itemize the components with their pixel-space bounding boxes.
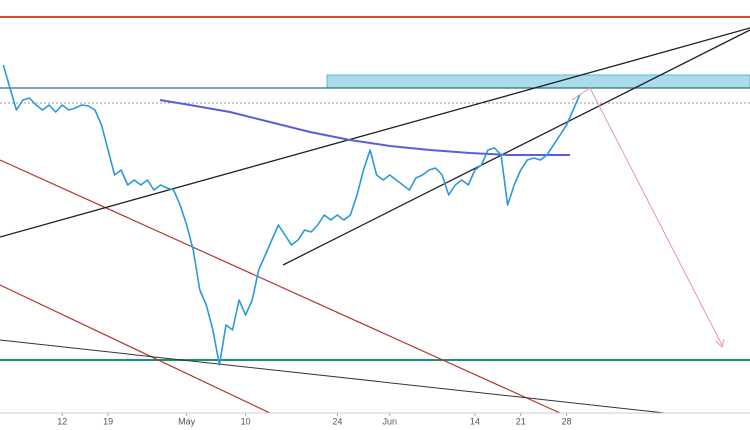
x-tick-label: 12 — [57, 416, 67, 426]
channel-line — [0, 159, 561, 414]
moving-average — [159, 99, 570, 156]
x-tick-label: 28 — [562, 416, 572, 426]
supply-zone — [326, 74, 750, 89]
x-tick-label: 10 — [241, 416, 251, 426]
x-tick-label: 24 — [332, 416, 342, 426]
x-tick-label: 19 — [103, 416, 113, 426]
x-tick-label: Jun — [382, 416, 397, 426]
trend-line — [0, 339, 666, 414]
x-tick-label: May — [178, 416, 196, 426]
trend-line — [282, 29, 750, 266]
x-tick-label: 21 — [516, 416, 526, 426]
arrow-head — [715, 338, 725, 348]
projection-arrow — [571, 87, 723, 346]
x-tick-label: 14 — [470, 416, 480, 426]
price-line — [2, 64, 581, 366]
trend-line — [0, 27, 750, 238]
channel-line — [0, 284, 271, 414]
